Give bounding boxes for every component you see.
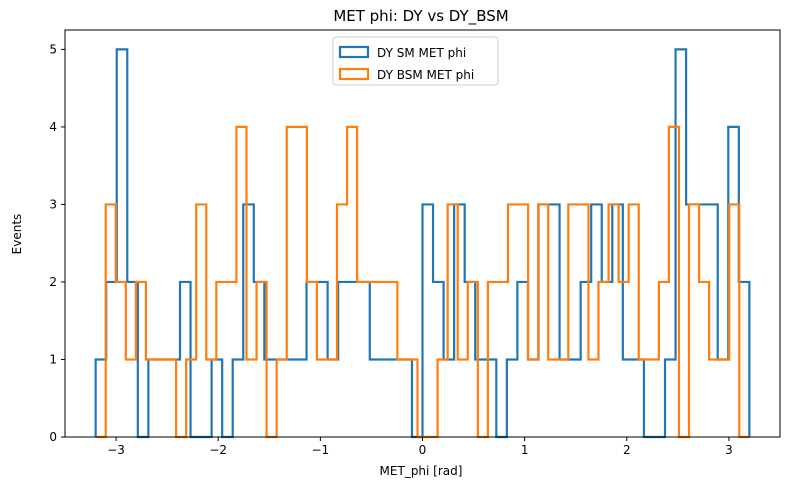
x-axis-label: MET_phi [rad]	[380, 464, 463, 478]
legend-label: DY SM MET phi	[377, 46, 466, 60]
y-tick-label: 0	[49, 430, 57, 444]
x-tick-label: 0	[419, 443, 427, 457]
y-axis: 0 1 2 3 4 5	[49, 42, 65, 444]
x-axis: −3 −2 −1 0 1 2 3	[107, 437, 733, 457]
y-tick-label: 4	[49, 120, 57, 134]
y-tick-label: 2	[49, 275, 57, 289]
y-tick-label: 1	[49, 352, 57, 366]
x-tick-label: −3	[107, 443, 125, 457]
legend-label: DY BSM MET phi	[377, 68, 474, 82]
legend-box	[332, 36, 499, 86]
legend: DY SM MET phi DY BSM MET phi	[332, 36, 499, 86]
x-tick-label: 1	[521, 443, 529, 457]
x-tick-label: −1	[312, 443, 330, 457]
y-axis-label: Events	[10, 214, 24, 255]
chart-title: MET phi: DY vs DY_BSM	[333, 7, 508, 26]
y-tick-label: 5	[49, 42, 57, 56]
x-tick-label: 2	[623, 443, 631, 457]
legend-swatch	[338, 45, 370, 59]
x-tick-label: 3	[725, 443, 733, 457]
legend-swatch	[338, 67, 370, 81]
x-tick-label: −2	[209, 443, 227, 457]
y-tick-label: 3	[49, 197, 57, 211]
